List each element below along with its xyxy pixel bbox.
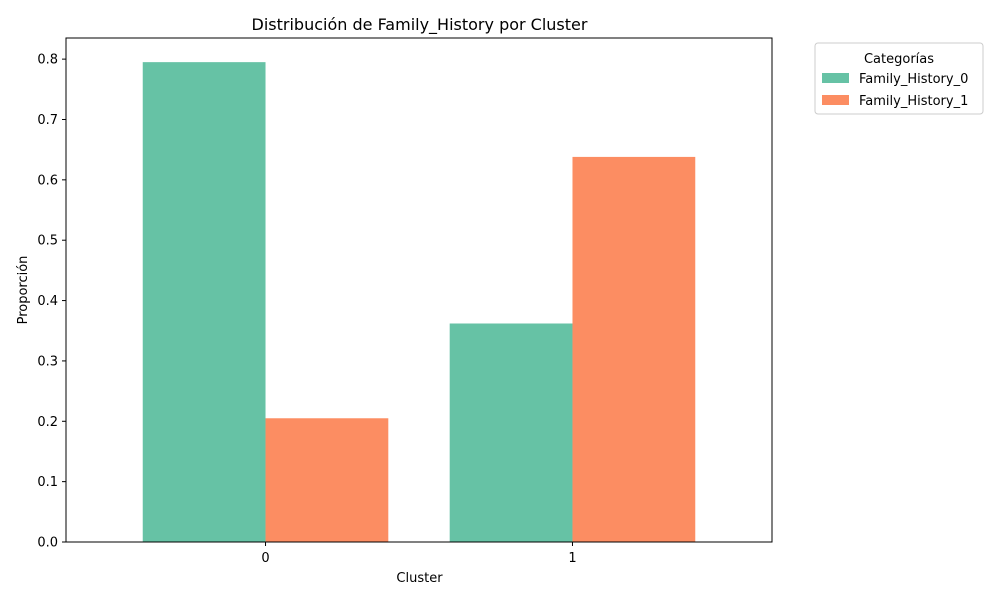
y-tick-label: 0.1 (37, 475, 58, 490)
x-tick-label: 0 (261, 551, 269, 566)
y-axis-label: Proporción (16, 256, 31, 325)
y-tick-label: 0.5 (37, 234, 58, 249)
legend-title: Categorías (864, 52, 934, 67)
plot-frame (65, 37, 773, 543)
legend-frame (814, 42, 984, 115)
bar-family-history-1-cluster-1 (572, 156, 696, 543)
x-tick-label: 1 (568, 551, 576, 566)
legend-swatch-family-history-1 (822, 95, 849, 105)
bar-family-history-0-cluster-1 (449, 323, 573, 542)
x-axis-label: Cluster (396, 571, 443, 586)
legend-swatch-family-history-0 (822, 73, 849, 83)
y-tick-label: 0.2 (37, 415, 58, 430)
bar-family-history-0-cluster-0 (142, 62, 266, 543)
y-tick-label: 0.7 (37, 113, 58, 128)
chart-title: Distribución de Family_History por Clust… (252, 15, 588, 35)
bar-family-history-1-cluster-0 (265, 418, 389, 542)
legend-label-family-history-0: Family_History_0 (859, 72, 968, 87)
plot-area: 0.0 0.1 0.2 0.3 0.4 0.5 0.6 0.7 0.8 0 1 (37, 53, 696, 566)
legend-label-family-history-1: Family_History_1 (859, 94, 968, 109)
y-tick-label: 0.4 (37, 294, 58, 309)
y-tick-label: 0.6 (37, 173, 58, 188)
y-tick-label: 0.3 (37, 354, 58, 369)
legend: Categorías Family_History_0 Family_Histor… (814, 42, 984, 115)
y-tick-label: 0.8 (37, 53, 58, 68)
y-tick-label: 0.0 (37, 536, 58, 551)
